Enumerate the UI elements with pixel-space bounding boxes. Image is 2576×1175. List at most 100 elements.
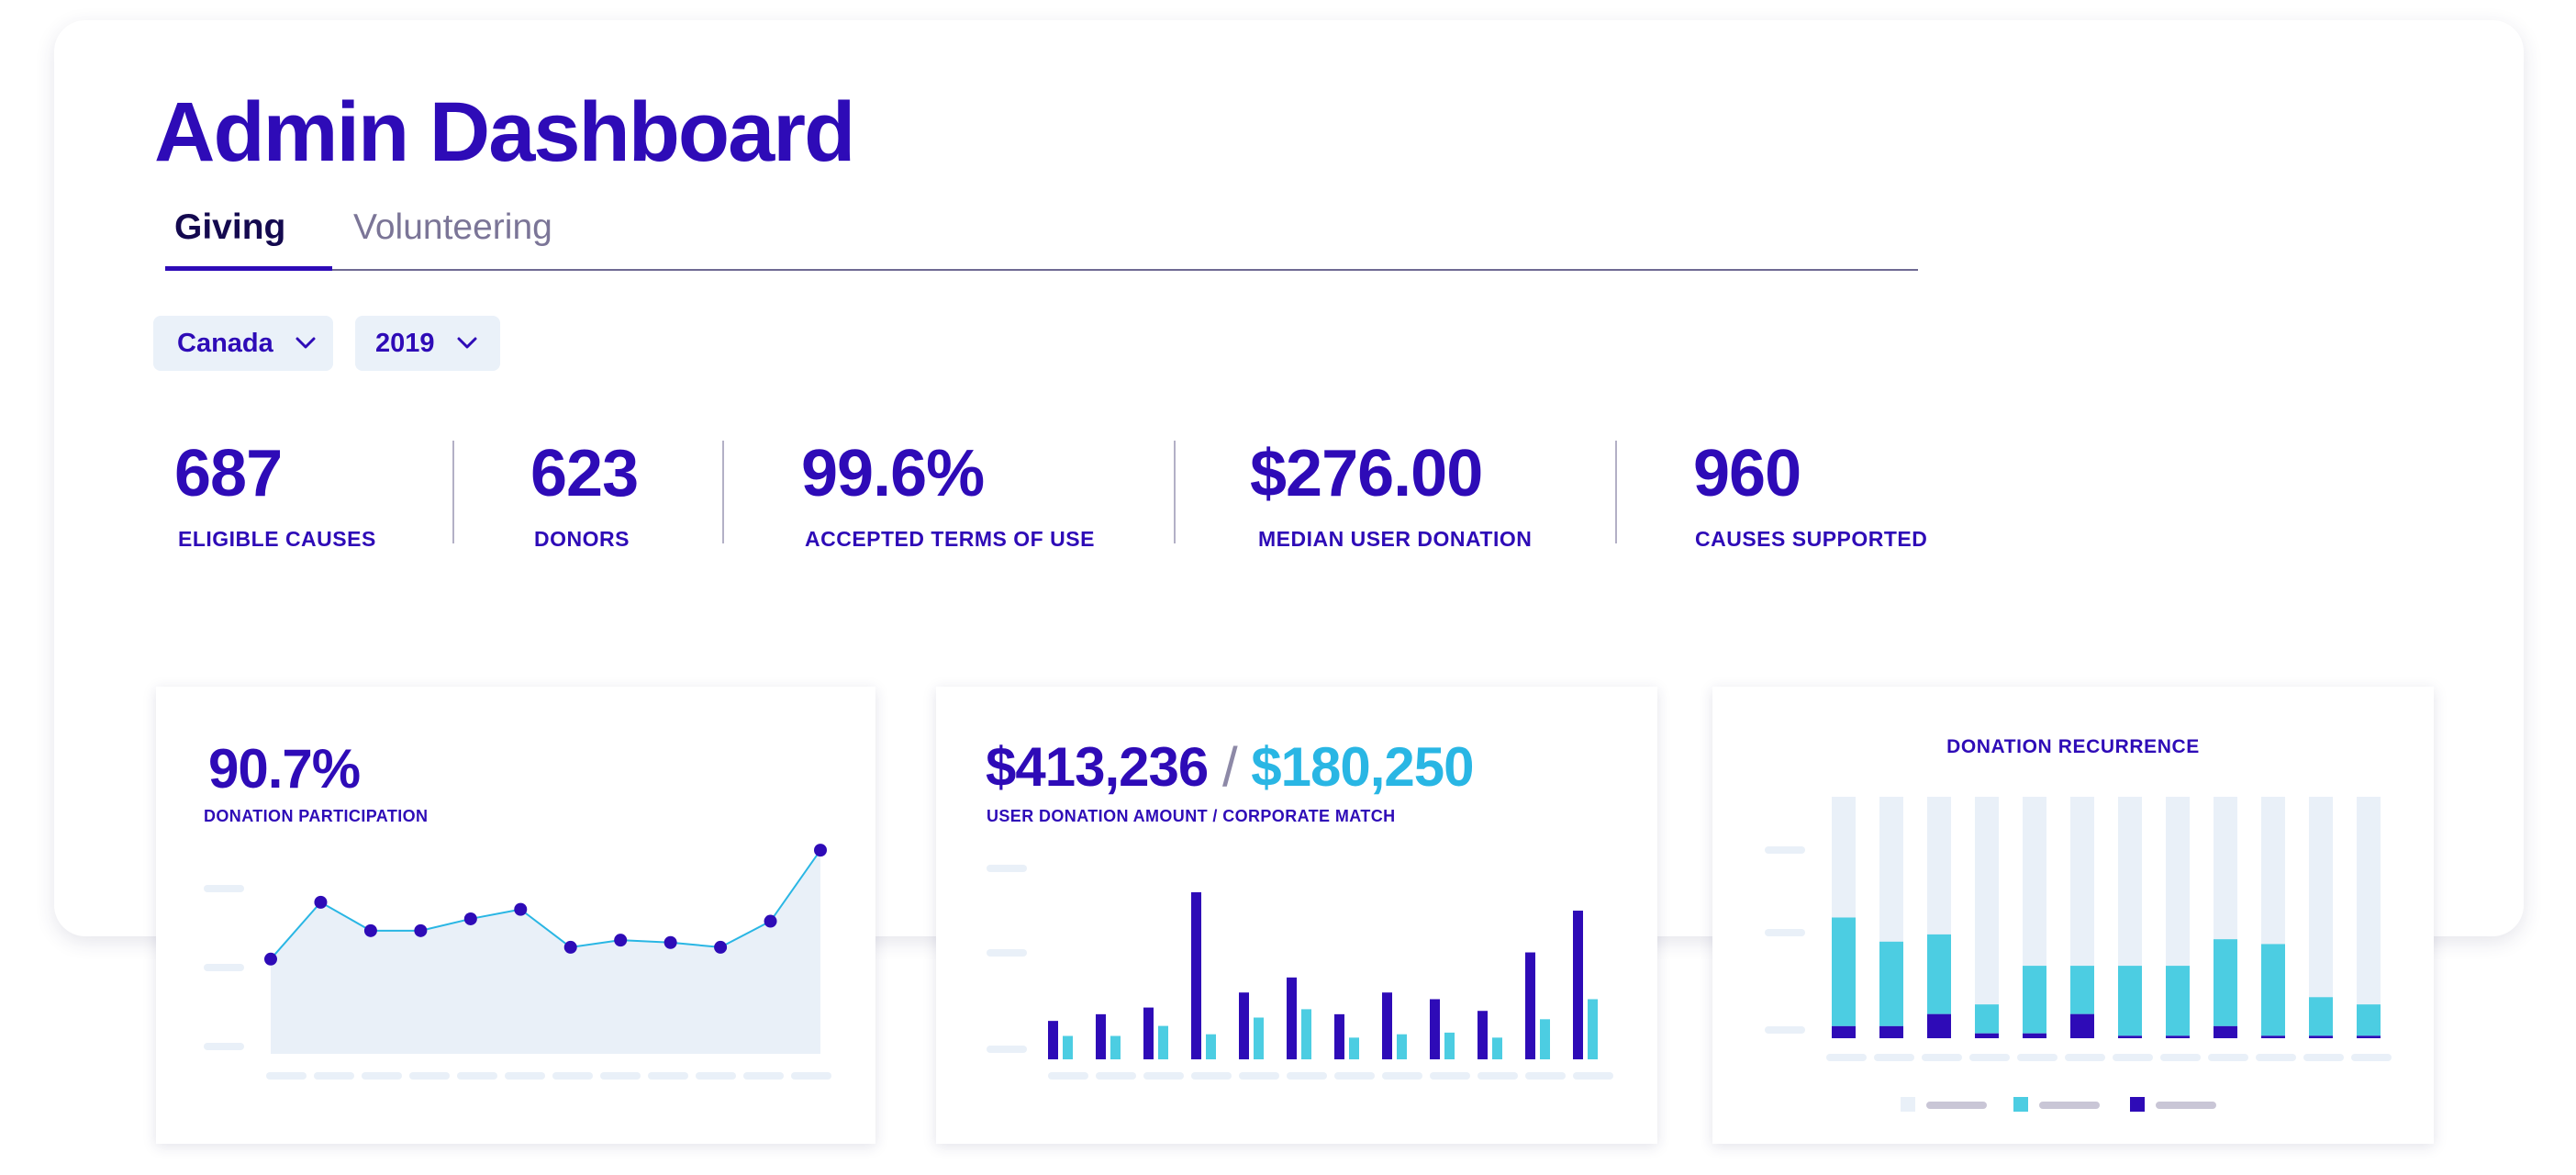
- chevron-down-icon: [296, 337, 316, 349]
- bar-corporate-match: [1444, 1032, 1455, 1059]
- x-tick-placeholder: [1191, 1072, 1232, 1080]
- bar-user-donation: [1287, 977, 1297, 1059]
- donation-recurrence-card: DONATION RECURRENCE: [1712, 687, 2434, 1144]
- year-dropdown[interactable]: 2019: [355, 316, 500, 371]
- bar-corporate-match: [1301, 1009, 1311, 1059]
- x-tick-placeholder: [362, 1072, 402, 1080]
- data-point: [314, 895, 328, 909]
- corporate-match-amount: $180,250: [1251, 736, 1474, 798]
- bar-segment-cyan: [1832, 917, 1856, 1026]
- participation-line-chart: [204, 844, 831, 1080]
- data-point: [563, 940, 577, 954]
- bar-segment-primary: [2261, 1035, 2285, 1038]
- donation-amount-card: $413,236 / $180,250 USER DONATION AMOUNT…: [936, 687, 1657, 1144]
- stat-label: MEDIAN USER DONATION: [1258, 527, 1533, 551]
- data-point: [463, 912, 477, 925]
- x-tick-placeholder: [266, 1072, 307, 1080]
- area-fill: [271, 850, 820, 1054]
- stat-value: 623: [530, 437, 639, 510]
- x-tick-placeholder: [648, 1072, 688, 1080]
- stat-value: 687: [174, 437, 283, 510]
- bar-segment-primary: [1927, 1013, 1951, 1038]
- bar-segment-primary: [2166, 1035, 2190, 1038]
- x-tick-placeholder: [1287, 1072, 1327, 1080]
- y-tick-placeholder: [1765, 846, 1805, 854]
- bar-segment-cyan: [1975, 1004, 1999, 1034]
- donation-amount-bar-chart: [987, 865, 1613, 1080]
- x-tick-placeholder: [1143, 1072, 1184, 1080]
- bar-corporate-match: [1492, 1037, 1502, 1059]
- data-point: [363, 923, 377, 937]
- bar-segment-primary: [2023, 1033, 2046, 1038]
- data-point: [264, 952, 277, 966]
- page-title: Admin Dashboard: [154, 85, 855, 179]
- x-tick-placeholder: [2065, 1054, 2105, 1061]
- bar-user-donation: [1573, 911, 1583, 1059]
- x-tick-placeholder: [1334, 1072, 1375, 1080]
- x-tick-placeholder: [1239, 1072, 1279, 1080]
- stat-label: ACCEPTED TERMS OF USE: [805, 527, 1095, 551]
- bar-segment-cyan: [1879, 941, 1903, 1026]
- legend-swatch: [1901, 1097, 1915, 1112]
- y-tick-placeholder: [987, 1046, 1027, 1053]
- stat-causes-supported: 960 CAUSES SUPPORTED: [1693, 441, 1927, 552]
- bar-corporate-match: [1206, 1034, 1216, 1059]
- participation-value: 90.7%: [208, 738, 361, 800]
- bar-corporate-match: [1110, 1035, 1121, 1059]
- stat-median-donation: $276.00 MEDIAN USER DONATION: [1250, 441, 1532, 552]
- x-tick-placeholder: [1922, 1054, 1962, 1061]
- y-tick-placeholder: [1765, 1026, 1805, 1034]
- bar-corporate-match: [1397, 1034, 1407, 1059]
- donation-amount-header: $413,236 / $180,250: [986, 740, 1475, 795]
- line-segment: [420, 917, 472, 932]
- bar-segment-primary: [2118, 1035, 2142, 1038]
- line-segment: [670, 941, 721, 948]
- bar-segment-cyan: [2023, 966, 2046, 1034]
- country-dropdown[interactable]: Canada: [153, 316, 333, 371]
- bar-user-donation: [1478, 1011, 1488, 1059]
- x-tick-placeholder: [600, 1072, 641, 1080]
- bar-corporate-match: [1588, 999, 1598, 1059]
- bar-segment-primary: [2309, 1035, 2333, 1038]
- legend-label-placeholder: [2039, 1102, 2100, 1109]
- stat-label: DONORS: [534, 527, 630, 551]
- amount-separator: /: [1221, 736, 1238, 798]
- bar-segment-primary: [2070, 1013, 2094, 1038]
- bar-track: [2357, 797, 2381, 1038]
- bar-track: [1975, 797, 1999, 1038]
- x-tick-placeholder: [505, 1072, 545, 1080]
- donation-amount-label: USER DONATION AMOUNT / CORPORATE MATCH: [987, 807, 1396, 825]
- tab-giving[interactable]: Giving: [174, 207, 286, 247]
- stat-value: 99.6%: [801, 437, 985, 510]
- bar-segment-primary: [1975, 1033, 1999, 1038]
- tabs-underline: [165, 269, 1918, 271]
- y-tick-placeholder: [1765, 929, 1805, 936]
- legend-swatch: [2130, 1097, 2145, 1112]
- line-segment: [769, 849, 821, 923]
- donation-recurrence-stacked-chart: [1765, 797, 2392, 1112]
- x-tick-placeholder: [1573, 1072, 1613, 1080]
- y-tick-placeholder: [987, 865, 1027, 872]
- x-tick-placeholder: [791, 1072, 831, 1080]
- x-tick-placeholder: [696, 1072, 736, 1080]
- data-point: [814, 844, 827, 857]
- bar-segment-primary: [1879, 1025, 1903, 1038]
- x-tick-placeholder: [2208, 1054, 2248, 1061]
- stat-divider: [1174, 441, 1176, 543]
- x-tick-placeholder: [743, 1072, 784, 1080]
- y-tick-placeholder: [987, 949, 1027, 957]
- bar-user-donation: [1430, 999, 1440, 1059]
- line-segment: [570, 939, 621, 948]
- data-point: [764, 914, 777, 928]
- data-point: [714, 940, 728, 954]
- country-dropdown-value: Canada: [177, 328, 273, 358]
- tab-volunteering[interactable]: Volunteering: [353, 207, 552, 247]
- stat-eligible-causes: 687 ELIGIBLE CAUSES: [174, 441, 376, 552]
- x-tick-placeholder: [2017, 1054, 2057, 1061]
- x-tick-placeholder: [457, 1072, 497, 1080]
- bar-segment-cyan: [2261, 944, 2285, 1036]
- stat-divider: [452, 441, 454, 543]
- x-tick-placeholder: [2303, 1054, 2344, 1061]
- stat-divider: [722, 441, 724, 543]
- line-segment: [319, 901, 372, 932]
